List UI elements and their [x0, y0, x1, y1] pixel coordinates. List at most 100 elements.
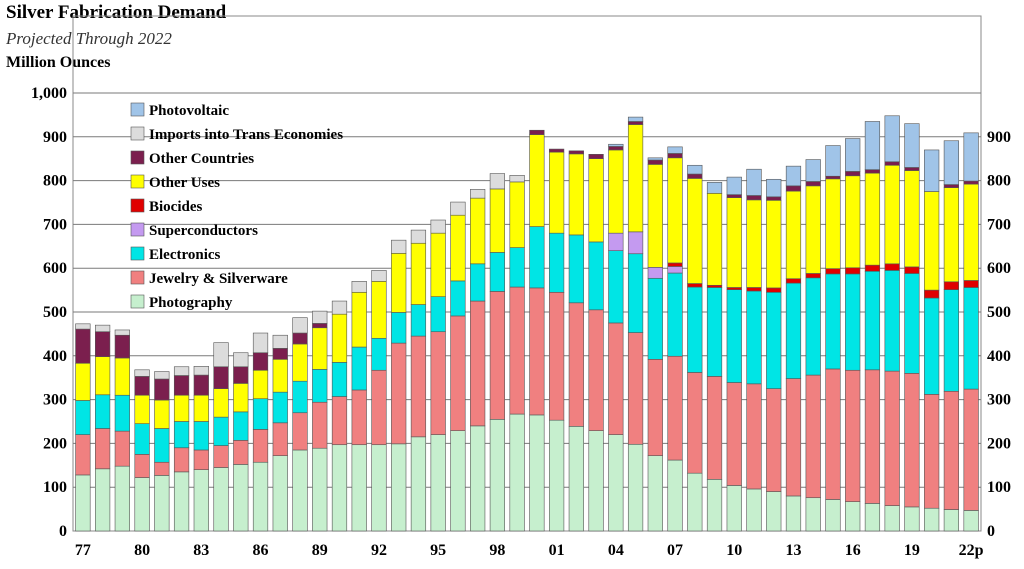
- bar-segment: [608, 434, 624, 532]
- bar-segment: [134, 376, 150, 396]
- bar-segment: [726, 287, 742, 290]
- bar-segment: [627, 116, 644, 122]
- legend-swatch: [130, 270, 145, 285]
- bar-segment: [943, 289, 959, 392]
- bar-segment: [312, 327, 328, 370]
- bar-segment: [568, 153, 584, 236]
- x-tick-label: 98: [489, 542, 505, 559]
- y-tick-label: 1,000: [31, 85, 67, 102]
- bar-segment: [766, 287, 782, 293]
- bar-segment: [193, 469, 209, 532]
- bar-segment: [943, 509, 959, 532]
- bar-segment: [746, 383, 762, 490]
- bar-segment: [272, 422, 288, 456]
- bar-segment: [75, 434, 91, 476]
- bar-segment: [608, 232, 624, 251]
- bar-segment: [805, 277, 821, 376]
- bar-segment: [884, 164, 900, 265]
- bar-segment: [391, 312, 407, 344]
- x-tick-label: 80: [134, 542, 150, 559]
- bar-segment: [331, 313, 348, 363]
- bar-segment: [292, 343, 308, 382]
- legend-swatch: [130, 102, 145, 117]
- bar-segment: [331, 396, 348, 446]
- bar-segment: [884, 505, 900, 532]
- bar-segment: [825, 368, 841, 500]
- bar-segment: [904, 170, 920, 268]
- bar-segment: [766, 200, 782, 289]
- bar-segment: [272, 359, 288, 393]
- bar-segment: [549, 232, 565, 293]
- bar-segment: [825, 145, 841, 177]
- bar-segment: [252, 332, 269, 354]
- bar-segment: [805, 185, 821, 274]
- bar-segment: [904, 167, 920, 171]
- bar-segment: [134, 394, 150, 424]
- x-tick-label: 83: [193, 542, 209, 559]
- bar-segment: [726, 382, 742, 486]
- bar-segment: [785, 190, 802, 280]
- legend-swatch: [130, 174, 145, 189]
- bar-segment: [95, 428, 111, 470]
- bar-segment: [647, 157, 663, 161]
- bar-segment: [608, 146, 624, 151]
- bar-segment: [943, 390, 959, 510]
- bar-segment: [272, 455, 288, 532]
- bar-segment: [331, 300, 348, 315]
- bar-segment: [430, 219, 446, 234]
- bar-segment: [193, 421, 209, 451]
- bar-segment: [746, 168, 762, 196]
- bar-segment: [963, 510, 979, 532]
- bar-segment: [154, 378, 170, 401]
- bar-segment: [706, 193, 723, 286]
- bar-segment: [766, 178, 782, 198]
- bar-segment: [864, 369, 881, 504]
- bar-segment: [430, 232, 446, 297]
- bar-segment: [351, 281, 367, 293]
- bar-segment: [864, 503, 881, 532]
- bar-segment: [924, 289, 940, 299]
- bar-segment: [549, 151, 565, 234]
- bar-segment: [410, 304, 427, 337]
- bar-segment: [726, 289, 742, 383]
- bar-segment: [430, 434, 446, 532]
- bar-segment: [529, 129, 545, 135]
- bar-segment: [450, 214, 466, 282]
- bar-segment: [173, 394, 190, 422]
- bar-segment: [943, 140, 959, 185]
- bar-segment: [213, 467, 229, 532]
- bar-segment: [371, 281, 387, 339]
- bar-segment: [667, 157, 683, 264]
- y-tick-label: 800: [43, 173, 67, 190]
- y-tick-label: 900: [43, 129, 67, 146]
- bar-segment: [627, 253, 644, 333]
- y-tick-label: 100: [43, 479, 67, 496]
- bar-segment: [805, 159, 821, 182]
- x-axis: 77 80 83 86 89 92 95 98 01 04 07 10 13 16 19 22p: [75, 542, 984, 559]
- bar-segment: [706, 182, 723, 194]
- bar-segment: [549, 291, 565, 421]
- legend-swatch: [130, 222, 145, 237]
- bar-segment: [588, 241, 604, 311]
- bar-segment: [884, 263, 900, 271]
- bar-segment: [647, 277, 663, 360]
- bar-segment: [845, 171, 861, 177]
- bar-segment: [351, 389, 367, 446]
- bar-segment: [371, 270, 387, 282]
- bar-segment: [430, 331, 446, 435]
- bar-segment: [292, 317, 308, 334]
- bar-segment: [726, 485, 742, 532]
- bar-segment: [667, 272, 683, 357]
- bar-segment: [785, 278, 802, 284]
- bar-segment: [450, 201, 466, 216]
- bar-segment: [134, 477, 150, 532]
- bar-segment: [252, 461, 269, 532]
- bar-segment: [785, 185, 802, 192]
- bar-segment: [667, 146, 683, 154]
- bar-segment: [667, 355, 683, 461]
- legend-swatch: [130, 126, 145, 141]
- bar-segment: [785, 165, 802, 187]
- legend-swatch: [130, 198, 145, 213]
- bar-segment: [489, 173, 505, 190]
